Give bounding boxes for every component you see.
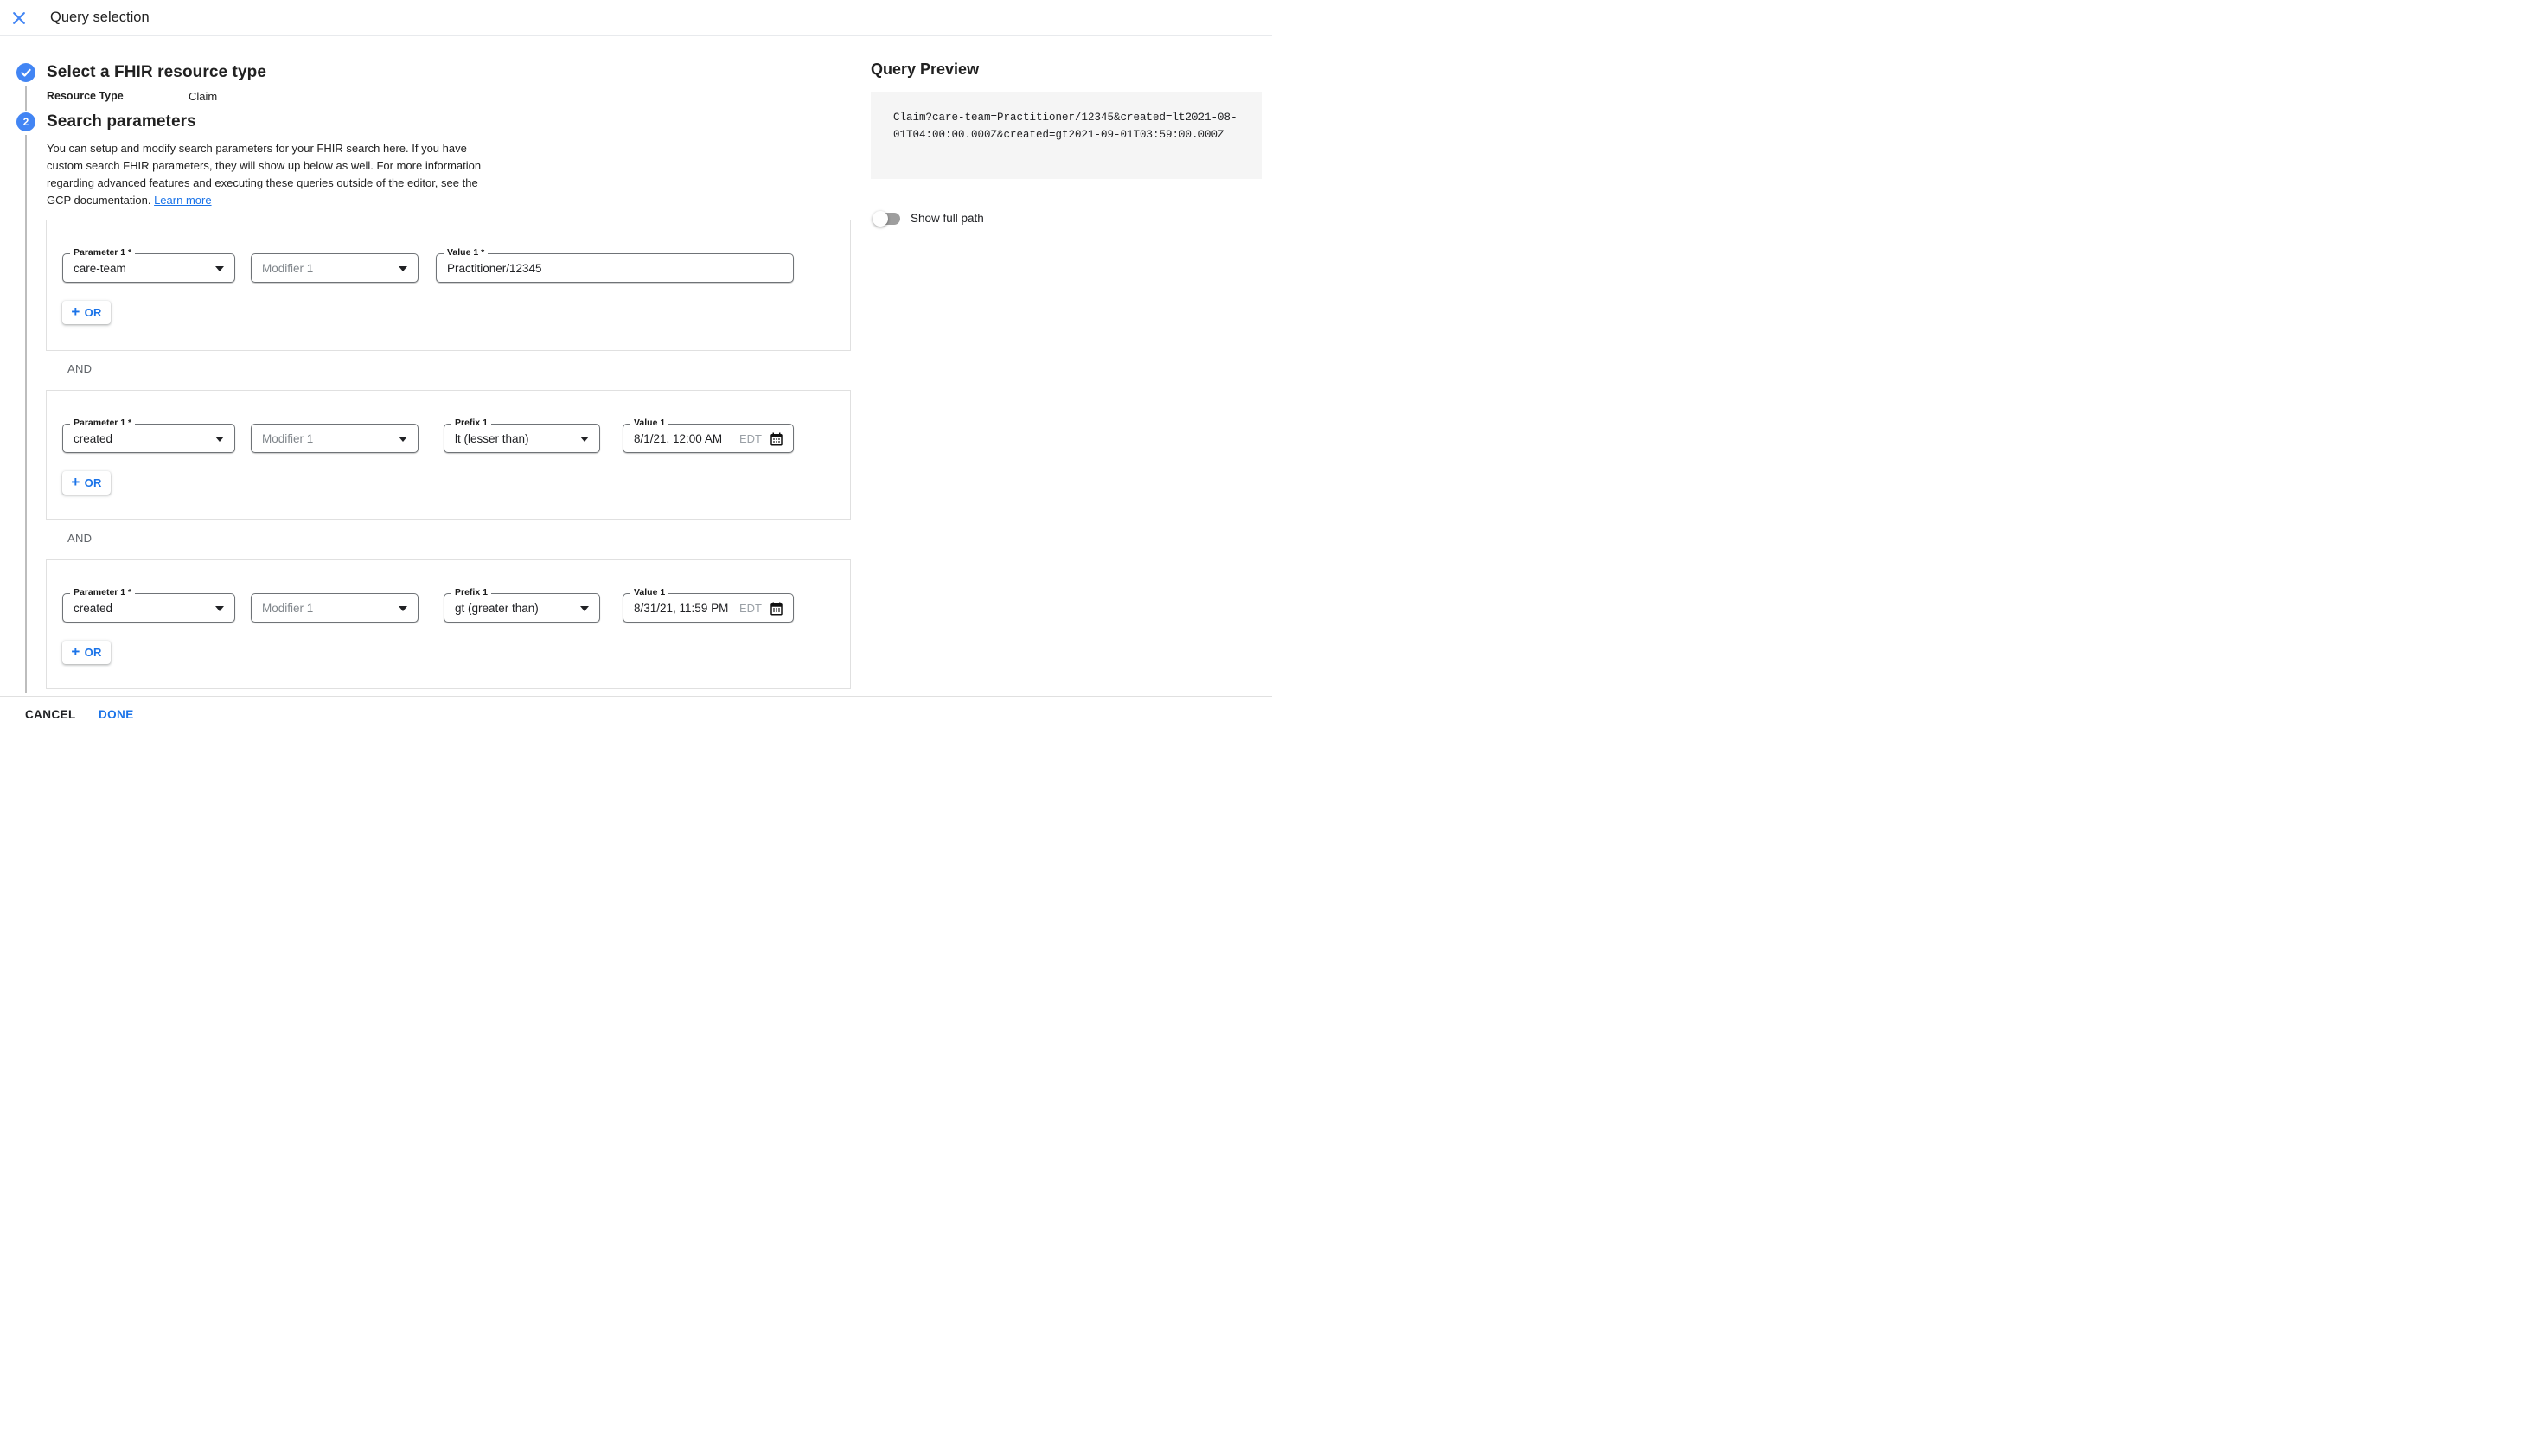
group2-timezone: EDT [739,431,762,445]
page-title: Query selection [50,10,150,25]
group2-add-or-button[interactable]: + OR [62,471,111,495]
group3-parameter-select[interactable]: Parameter 1 * created [62,587,235,623]
cancel-button[interactable]: CANCEL [25,708,76,721]
query-selection-dialog: Query selection Select a FHIR resource t… [0,0,1272,728]
group2-prefix-label: Prefix 1 [451,418,491,428]
group1-value-text: Practitioner/12345 [447,261,542,275]
resource-type-label: Resource Type [47,90,124,102]
group1-parameter-label: Parameter 1 * [70,247,136,258]
and-separator-2: AND [67,532,93,545]
step2-title: Search parameters [47,112,196,131]
search-parameters-description: You can setup and modify search paramete… [47,140,500,209]
group3-parameter-label: Parameter 1 * [70,587,136,597]
step1-title: Select a FHIR resource type [47,63,267,81]
group3-parameter-value: created [74,601,113,615]
group2-value-label: Value 1 [630,418,669,428]
calendar-icon[interactable] [769,601,784,616]
group2-prefix-select[interactable]: Prefix 1 lt (lesser than) [444,418,600,453]
show-full-path-toggle[interactable] [873,211,900,227]
step2-number: 2 [22,116,29,128]
group3-prefix-label: Prefix 1 [451,587,491,597]
group2-parameter-select[interactable]: Parameter 1 * created [62,418,235,453]
or-button-label: OR [84,306,102,319]
dialog-header: Query selection [0,0,1272,36]
group2-datetime-input[interactable]: Value 1 8/1/21, 12:00 AM EDT [623,418,794,453]
resource-type-value: Claim [189,90,218,103]
step1-check-circle [16,63,35,82]
query-preview-title: Query Preview [871,61,980,78]
group3-datetime-input[interactable]: Value 1 8/31/21, 11:59 PM EDT [623,587,794,623]
group2-modifier-select[interactable]: Modifier 1 [251,424,419,453]
group3-add-or-button[interactable]: + OR [62,641,111,664]
group1-parameter-select[interactable]: Parameter 1 * care-team [62,247,235,283]
group2-datetime-value: 8/1/21, 12:00 AM [634,431,723,445]
dropdown-arrow-icon [580,437,589,442]
group3-datetime-value: 8/31/21, 11:59 PM [634,601,729,615]
group1-modifier-select[interactable]: Modifier 1 [251,253,419,283]
dropdown-arrow-icon [580,606,589,611]
group3-value-label: Value 1 [630,587,669,597]
check-icon [21,68,31,77]
query-preview-text: Claim?care-team=Practitioner/12345&creat… [893,112,1237,141]
learn-more-link[interactable]: Learn more [154,194,212,207]
close-icon[interactable] [10,10,28,27]
group2-prefix-value: lt (lesser than) [455,431,529,445]
group3-modifier-placeholder: Modifier 1 [262,601,314,615]
group1-value-input[interactable]: Value 1 * Practitioner/12345 [436,247,794,283]
group1-parameter-value: care-team [74,261,126,275]
show-full-path-label: Show full path [911,212,984,225]
group1-value-label: Value 1 * [444,247,489,258]
dropdown-arrow-icon [399,437,407,442]
dropdown-arrow-icon [215,437,224,442]
group2-modifier-placeholder: Modifier 1 [262,431,314,445]
parameter-group-2: Parameter 1 * created Modifier 1 Prefix … [46,390,851,520]
done-button[interactable]: DONE [99,708,134,721]
dropdown-arrow-icon [215,606,224,611]
step1-connector-line [25,86,27,111]
dropdown-arrow-icon [215,266,224,271]
or-button-label: OR [84,646,102,659]
or-button-label: OR [84,476,102,489]
parameter-group-1: Parameter 1 * care-team Modifier 1 Value… [46,220,851,351]
toggle-thumb [873,211,888,227]
and-separator-1: AND [67,362,93,375]
group1-modifier-placeholder: Modifier 1 [262,261,314,275]
dropdown-arrow-icon [399,606,407,611]
group2-parameter-label: Parameter 1 * [70,418,136,428]
group2-parameter-value: created [74,431,113,445]
group3-timezone: EDT [739,601,762,615]
parameter-group-3: Parameter 1 * created Modifier 1 Prefix … [46,559,851,689]
plus-icon: + [71,474,80,490]
step2-number-circle: 2 [16,112,35,131]
query-preview-box: Claim?care-team=Practitioner/12345&creat… [871,92,1262,179]
dropdown-arrow-icon [399,266,407,271]
group1-add-or-button[interactable]: + OR [62,301,111,324]
description-text: You can setup and modify search paramete… [47,142,482,207]
group3-prefix-select[interactable]: Prefix 1 gt (greater than) [444,587,600,623]
step2-connector-line [25,135,27,693]
dialog-footer: CANCEL DONE [0,696,1272,728]
plus-icon: + [71,643,80,660]
calendar-icon[interactable] [769,431,784,447]
group3-modifier-select[interactable]: Modifier 1 [251,593,419,623]
group3-prefix-value: gt (greater than) [455,601,539,615]
plus-icon: + [71,303,80,320]
